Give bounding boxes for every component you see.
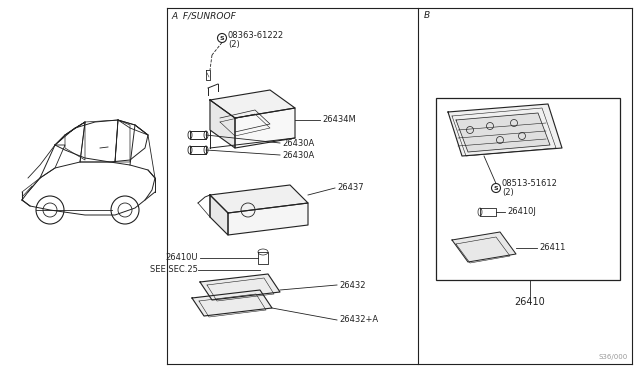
Text: B: B bbox=[424, 12, 430, 20]
Text: 08513-51612: 08513-51612 bbox=[502, 180, 558, 189]
Polygon shape bbox=[192, 290, 272, 316]
Text: 08363-61222: 08363-61222 bbox=[228, 31, 284, 39]
Text: A  F/SUNROOF: A F/SUNROOF bbox=[171, 12, 236, 20]
Polygon shape bbox=[456, 113, 550, 152]
Text: 26410U: 26410U bbox=[166, 253, 198, 263]
Polygon shape bbox=[448, 104, 562, 156]
Polygon shape bbox=[235, 108, 295, 148]
Text: 26432+A: 26432+A bbox=[339, 315, 378, 324]
Text: (2): (2) bbox=[228, 39, 240, 48]
Polygon shape bbox=[210, 100, 235, 148]
Text: (2): (2) bbox=[502, 187, 514, 196]
Polygon shape bbox=[200, 274, 280, 300]
Polygon shape bbox=[452, 232, 516, 262]
Text: 26434M: 26434M bbox=[322, 115, 356, 125]
Text: 26432: 26432 bbox=[339, 280, 365, 289]
Text: SEE SEC.25: SEE SEC.25 bbox=[150, 266, 198, 275]
Bar bbox=[436, 98, 620, 280]
Text: 26430A: 26430A bbox=[282, 138, 314, 148]
Polygon shape bbox=[228, 203, 308, 235]
Polygon shape bbox=[210, 90, 295, 118]
Polygon shape bbox=[210, 195, 228, 235]
Text: S: S bbox=[493, 186, 499, 191]
Text: S36/000: S36/000 bbox=[599, 354, 628, 360]
Polygon shape bbox=[210, 185, 308, 213]
Text: 26437: 26437 bbox=[337, 183, 364, 192]
Text: 26410J: 26410J bbox=[507, 208, 536, 217]
Text: 26430A: 26430A bbox=[282, 151, 314, 160]
Text: S: S bbox=[220, 36, 224, 41]
Text: 26410: 26410 bbox=[515, 297, 545, 307]
Text: 26411: 26411 bbox=[539, 244, 565, 253]
